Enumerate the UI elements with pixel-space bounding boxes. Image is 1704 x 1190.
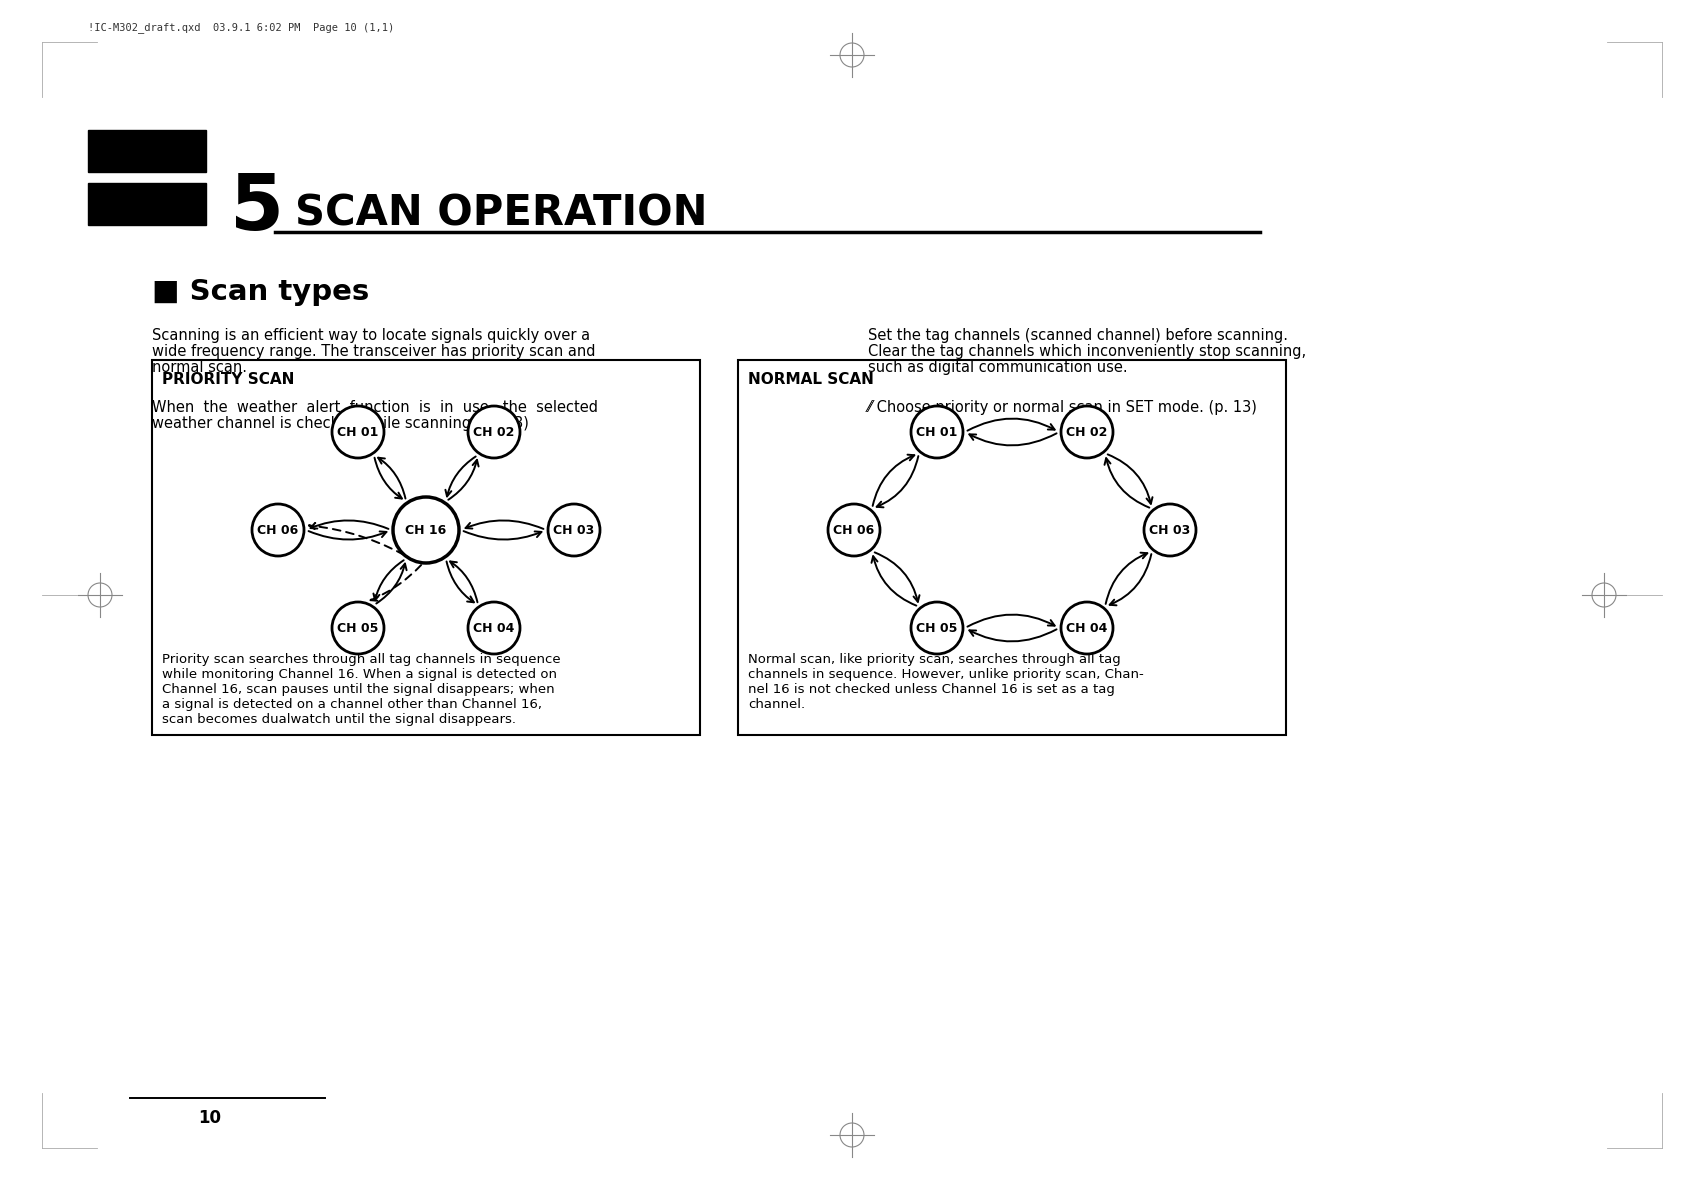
Text: Normal scan, like priority scan, searches through all tag: Normal scan, like priority scan, searche… (748, 653, 1121, 666)
Circle shape (1143, 505, 1196, 556)
Text: When  the  weather  alert  function  is  in  use,  the  selected: When the weather alert function is in us… (152, 400, 598, 415)
Text: normal scan.: normal scan. (152, 361, 247, 375)
Text: CH 06: CH 06 (833, 524, 874, 537)
Text: CH 04: CH 04 (474, 621, 515, 634)
Text: ⁄⁄ Choose priority or normal scan in SET mode. (p. 13): ⁄⁄ Choose priority or normal scan in SET… (867, 400, 1258, 415)
Circle shape (469, 406, 520, 458)
Bar (89, 130, 206, 173)
FancyArrowPatch shape (446, 562, 474, 602)
Text: Channel 16, scan pauses until the signal disappears; when: Channel 16, scan pauses until the signal… (162, 683, 554, 696)
FancyArrowPatch shape (970, 433, 1056, 445)
FancyArrowPatch shape (373, 560, 404, 600)
FancyArrowPatch shape (370, 565, 421, 601)
Circle shape (912, 406, 963, 458)
Circle shape (332, 602, 383, 654)
FancyArrowPatch shape (308, 531, 387, 539)
FancyArrowPatch shape (377, 564, 407, 603)
Text: PRIORITY SCAN: PRIORITY SCAN (162, 372, 295, 387)
Text: CH 01: CH 01 (917, 426, 958, 438)
Text: Scanning is an efficient way to locate signals quickly over a: Scanning is an efficient way to locate s… (152, 328, 590, 343)
FancyBboxPatch shape (152, 361, 700, 735)
FancyArrowPatch shape (1106, 552, 1147, 603)
Text: nel 16 is not checked unless Channel 16 is set as a tag: nel 16 is not checked unless Channel 16 … (748, 683, 1114, 696)
Text: weather channel is checked while scanning. (p. 13): weather channel is checked while scannin… (152, 416, 528, 431)
FancyArrowPatch shape (970, 630, 1056, 641)
Text: CH 03: CH 03 (554, 524, 595, 537)
FancyArrowPatch shape (465, 520, 544, 528)
Circle shape (912, 602, 963, 654)
Text: wide frequency range. The transceiver has priority scan and: wide frequency range. The transceiver ha… (152, 344, 595, 359)
FancyArrowPatch shape (308, 524, 416, 562)
FancyArrowPatch shape (876, 456, 918, 507)
Circle shape (828, 505, 879, 556)
FancyArrowPatch shape (448, 459, 479, 500)
Text: CH 06: CH 06 (257, 524, 298, 537)
FancyArrowPatch shape (1104, 458, 1148, 508)
Text: a signal is detected on a channel other than Channel 16,: a signal is detected on a channel other … (162, 699, 542, 710)
Text: such as digital communication use.: such as digital communication use. (867, 361, 1128, 375)
Text: ■ Scan types: ■ Scan types (152, 278, 370, 306)
Circle shape (1062, 406, 1113, 458)
Text: CH 05: CH 05 (337, 621, 378, 634)
FancyArrowPatch shape (968, 614, 1055, 627)
Text: Priority scan searches through all tag channels in sequence: Priority scan searches through all tag c… (162, 653, 561, 666)
FancyArrowPatch shape (310, 520, 389, 528)
Text: CH 05: CH 05 (917, 621, 958, 634)
Text: NORMAL SCAN: NORMAL SCAN (748, 372, 874, 387)
FancyArrowPatch shape (874, 552, 920, 602)
Text: channels in sequence. However, unlike priority scan, Chan-: channels in sequence. However, unlike pr… (748, 668, 1143, 681)
Text: CH 16: CH 16 (406, 524, 446, 537)
Text: !IC-M302_draft.qxd  03.9.1 6:02 PM  Page 10 (1,1): !IC-M302_draft.qxd 03.9.1 6:02 PM Page 1… (89, 21, 394, 33)
FancyArrowPatch shape (450, 562, 477, 602)
Circle shape (252, 505, 303, 556)
Text: 10: 10 (198, 1109, 222, 1127)
FancyArrowPatch shape (872, 455, 915, 506)
Circle shape (469, 602, 520, 654)
FancyArrowPatch shape (968, 419, 1055, 431)
Text: CH 01: CH 01 (337, 426, 378, 438)
FancyArrowPatch shape (445, 457, 475, 496)
FancyArrowPatch shape (1109, 555, 1152, 606)
Bar (89, 183, 206, 225)
FancyArrowPatch shape (463, 531, 542, 539)
FancyArrowPatch shape (1108, 455, 1152, 503)
Circle shape (394, 497, 458, 563)
Text: while monitoring Channel 16. When a signal is detected on: while monitoring Channel 16. When a sign… (162, 668, 557, 681)
FancyArrowPatch shape (378, 458, 406, 499)
Text: CH 03: CH 03 (1150, 524, 1191, 537)
FancyArrowPatch shape (375, 458, 402, 499)
Text: channel.: channel. (748, 699, 804, 710)
Text: CH 02: CH 02 (1067, 426, 1108, 438)
Circle shape (332, 406, 383, 458)
Circle shape (1062, 602, 1113, 654)
Text: Clear the tag channels which inconveniently stop scanning,: Clear the tag channels which inconvenien… (867, 344, 1307, 359)
Text: Set the tag channels (scanned channel) before scanning.: Set the tag channels (scanned channel) b… (867, 328, 1288, 343)
Text: scan becomes dualwatch until the signal disappears.: scan becomes dualwatch until the signal … (162, 713, 516, 726)
Text: 5: 5 (230, 170, 285, 246)
Text: CH 04: CH 04 (1067, 621, 1108, 634)
FancyArrowPatch shape (871, 556, 917, 606)
FancyBboxPatch shape (738, 361, 1287, 735)
Circle shape (549, 505, 600, 556)
Text: SCAN OPERATION: SCAN OPERATION (295, 192, 707, 234)
Text: CH 02: CH 02 (474, 426, 515, 438)
